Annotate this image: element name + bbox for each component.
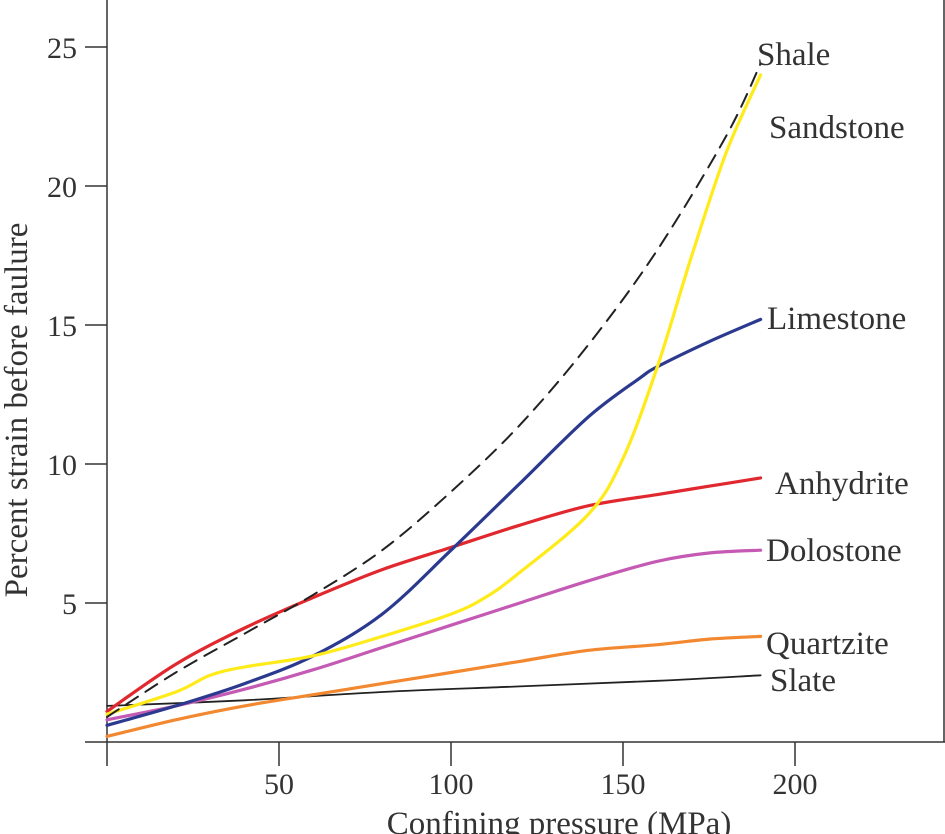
series-line-limestone — [105, 317, 763, 727]
y-tick-label: 15 — [47, 310, 77, 343]
series-label-limestone: Limestone — [767, 301, 906, 337]
series-label-anhydrite: Anhydrite — [775, 466, 909, 502]
y-tick-label: 20 — [47, 171, 77, 204]
series-line-sandstone — [105, 73, 763, 716]
y-tick-label: 5 — [62, 588, 77, 621]
series-line-dolostone — [105, 548, 763, 722]
series-line-anhydrite — [105, 476, 763, 713]
x-axis-title: Confining pressure (MPa) — [387, 806, 732, 834]
series-label-slate: Slate — [770, 663, 836, 699]
y-tick-label: 25 — [47, 32, 77, 65]
series-line-shale — [106, 62, 762, 718]
y-tick-label: 10 — [47, 449, 77, 482]
x-tick-label: 150 — [601, 768, 646, 801]
series-line-quartzite — [105, 634, 763, 738]
series-label-quartzite: Quartzite — [766, 626, 889, 662]
series-lines — [105, 62, 763, 738]
x-tick-label: 50 — [264, 768, 294, 801]
series-label-shale: Shale — [757, 37, 830, 73]
y-axis-title: Percent strain before faulure — [0, 223, 35, 598]
axes — [106, 0, 945, 743]
series-label-dolostone: Dolostone — [766, 533, 902, 569]
series-label-sandstone: Sandstone — [769, 110, 905, 146]
x-tick-label: 200 — [773, 768, 818, 801]
x-tick-label: 100 — [429, 768, 474, 801]
series-line-slate — [106, 674, 762, 707]
ticks: 50 100 150 200 5 10 15 20 25 — [47, 32, 818, 801]
